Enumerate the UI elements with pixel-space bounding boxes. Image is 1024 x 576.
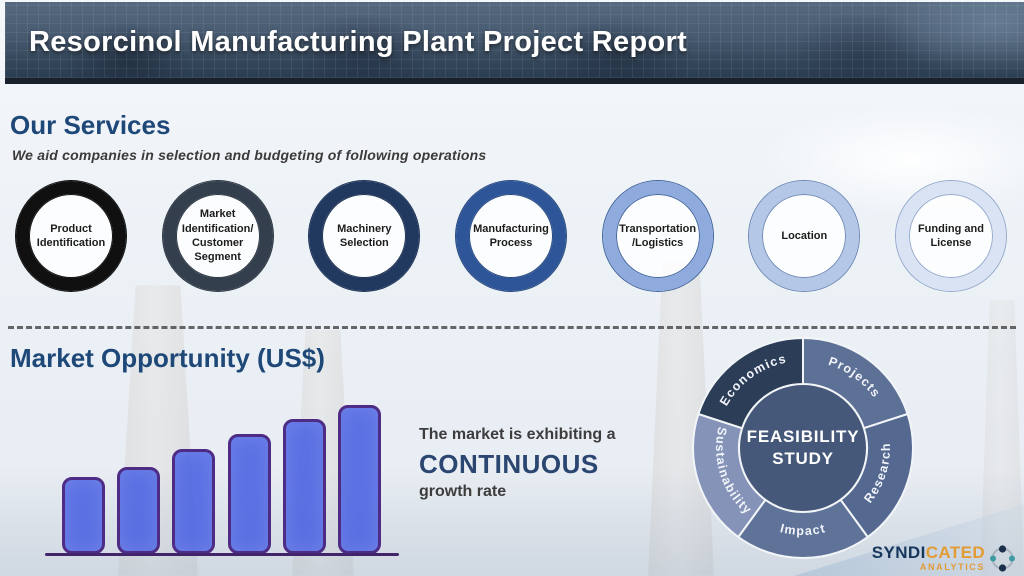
service-circle: Location (749, 181, 860, 291)
service-circle: Funding and License (895, 181, 1006, 291)
logo-name-part1: SYNDI (871, 543, 926, 562)
page-title: Resorcinol Manufacturing Plant Project R… (29, 26, 688, 58)
service-circle-label: Machinery Selection (337, 222, 392, 249)
bar-chart (45, 398, 398, 554)
market-note-line1: The market is exhibiting a (419, 426, 616, 443)
bar (227, 434, 271, 554)
bar (282, 419, 326, 554)
bar (62, 477, 105, 554)
service-circle-label: Transportation /Logistics (619, 222, 697, 249)
dashed-divider (8, 326, 1016, 329)
market-note-emphasis: CONTINUOUS (419, 449, 599, 479)
bar (117, 467, 161, 554)
service-circle: Product Identification (16, 181, 126, 291)
service-circle-label: Product Identification (36, 222, 106, 249)
donut-segment-economics (697, 337, 804, 430)
dots-ring-icon (990, 544, 1015, 572)
header-banner: Resorcinol Manufacturing Plant Project R… (5, 2, 1024, 84)
company-logo: SYNDICATED ANALYTICS (872, 544, 1016, 572)
service-circle-label: Funding and License (917, 222, 984, 249)
bar (172, 449, 216, 554)
donut-label-impact: Impact (779, 521, 826, 538)
bar-chart-baseline (45, 553, 399, 556)
feasibility-donut-chart: Projects Research Impact Sustainability … (691, 336, 915, 560)
bar (337, 405, 381, 554)
service-circle: Market Identification/ Customer Segment (162, 181, 273, 291)
logo-subtext: ANALYTICS (919, 562, 985, 572)
feasibility-donut-svg: Projects Research Impact Sustainability … (692, 337, 914, 560)
market-heading: Market Opportunity (US$) (10, 343, 325, 373)
market-note: The market is exhibiting a CONTINUOUS gr… (419, 426, 689, 501)
service-circle-label: Location (781, 229, 828, 242)
services-row: Product Identification Market Identificat… (16, 180, 1006, 292)
services-heading: Our Services (10, 110, 171, 140)
service-circle-label: Manufacturing Process (473, 222, 549, 249)
svg-text:Impact: Impact (779, 521, 828, 538)
service-circle-label: Market Identification/ Customer Segment (181, 208, 254, 264)
logo-name: SYNDICATED (872, 544, 985, 561)
service-circle: Manufacturing Process (455, 181, 566, 291)
logo-name-part2: CATED (925, 543, 985, 562)
donut-center (740, 385, 866, 511)
market-note-line2: growth rate (419, 483, 507, 500)
donut-center-line2: STUDY (772, 449, 834, 468)
service-circle: Machinery Selection (309, 181, 420, 291)
services-subtitle: We aid companies in selection and budget… (12, 147, 487, 163)
logo-text: SYNDICATED ANALYTICS (872, 544, 985, 572)
service-circle: Transportation /Logistics (602, 181, 713, 291)
donut-center-line1: FEASIBILITY (747, 427, 860, 446)
